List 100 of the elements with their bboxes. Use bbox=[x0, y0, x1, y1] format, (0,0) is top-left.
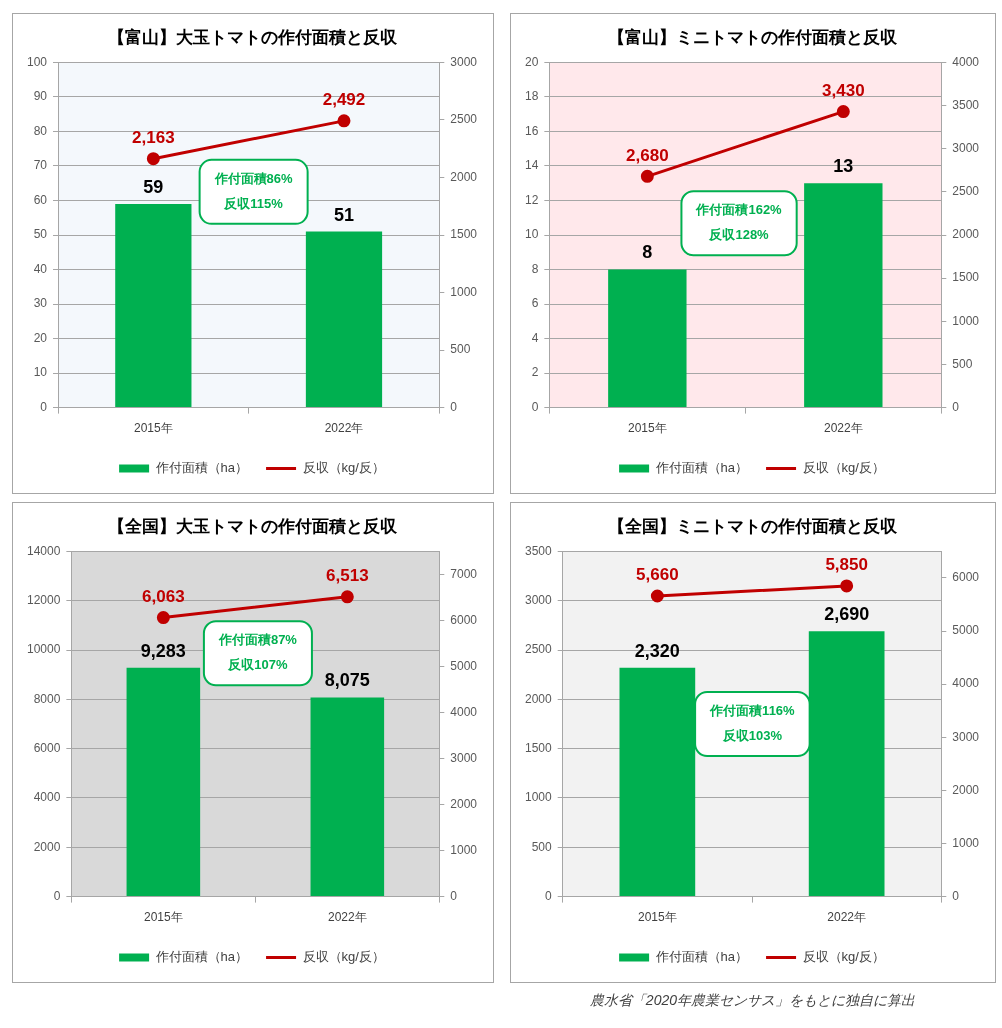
y-tick-label: 10000 bbox=[26, 642, 61, 657]
y-tick-label: 3000 bbox=[524, 593, 553, 608]
data-label: 5,850 bbox=[825, 555, 868, 575]
y-tick-label: 4 bbox=[531, 330, 539, 345]
legend-label: 作付面積（ha） bbox=[654, 949, 749, 965]
y-tick-label: 0 bbox=[40, 399, 48, 414]
y-tick-label: 10 bbox=[33, 365, 48, 380]
y-tick-label: 18 bbox=[524, 89, 539, 104]
y2-tick-label: 3000 bbox=[450, 54, 478, 69]
y-tick-label: 60 bbox=[33, 192, 48, 207]
y-tick-label: 2000 bbox=[33, 839, 61, 854]
data-label: 6,063 bbox=[142, 586, 185, 606]
annotation: 反収128% bbox=[708, 227, 770, 243]
y2-tick-label: 3000 bbox=[952, 729, 980, 744]
y-tick-label: 2500 bbox=[524, 642, 553, 657]
x-tick-label: 2022年 bbox=[327, 910, 367, 925]
y2-tick-label: 2500 bbox=[952, 184, 980, 199]
y2-tick-label: 0 bbox=[450, 888, 458, 903]
y-tick-label: 1000 bbox=[524, 790, 553, 805]
data-label: 8,075 bbox=[324, 670, 370, 691]
y2-tick-label: 500 bbox=[952, 356, 973, 371]
x-tick-label: 2015年 bbox=[638, 910, 677, 925]
data-label: 2,690 bbox=[824, 604, 870, 625]
y-tick-label: 10 bbox=[524, 227, 539, 242]
x-tick-label: 2022年 bbox=[324, 421, 364, 436]
y2-tick-label: 3000 bbox=[450, 750, 478, 765]
y-tick-label: 90 bbox=[33, 89, 48, 104]
data-label: 2,320 bbox=[634, 640, 680, 661]
y2-tick-label: 5000 bbox=[450, 658, 478, 673]
y2-tick-label: 1000 bbox=[450, 284, 478, 299]
y2-tick-label: 4000 bbox=[952, 54, 980, 69]
y-tick-label: 3500 bbox=[524, 543, 553, 558]
y-tick-label: 70 bbox=[33, 158, 48, 173]
y-tick-label: 1500 bbox=[524, 740, 553, 755]
legend-label: 作付面積（ha） bbox=[154, 949, 249, 965]
y2-tick-label: 6000 bbox=[450, 612, 478, 627]
text: 農水省「2020年農業センサス」をもとに独自に算出 bbox=[589, 992, 915, 1010]
y-tick-label: 100 bbox=[26, 54, 48, 69]
y2-tick-label: 2500 bbox=[450, 112, 478, 127]
data-label: 13 bbox=[833, 156, 854, 177]
chart-title: 【全国】ミニトマトの作付面積と反収 bbox=[607, 516, 898, 536]
y-tick-label: 4000 bbox=[33, 790, 61, 805]
data-label: 59 bbox=[143, 176, 164, 197]
x-tick-label: 2015年 bbox=[627, 421, 667, 436]
data-label: 2,492 bbox=[322, 90, 366, 110]
y-tick-label: 8000 bbox=[33, 691, 61, 706]
y2-tick-label: 2000 bbox=[952, 227, 980, 242]
y2-tick-label: 1500 bbox=[450, 227, 478, 242]
y2-tick-label: 2000 bbox=[450, 169, 478, 184]
y2-tick-label: 6000 bbox=[952, 570, 980, 585]
annotation: 作付面積87% bbox=[217, 632, 298, 648]
y-tick-label: 500 bbox=[531, 839, 553, 854]
legend-label: 反収（kg/反） bbox=[302, 460, 385, 476]
y-tick-label: 30 bbox=[33, 296, 48, 311]
y2-tick-label: 3500 bbox=[952, 97, 980, 112]
data-label: 8 bbox=[642, 242, 653, 263]
y-tick-label: 6000 bbox=[33, 740, 61, 755]
y-tick-label: 2 bbox=[531, 365, 539, 380]
y2-tick-label: 500 bbox=[450, 342, 471, 357]
y-tick-label: 14 bbox=[524, 158, 539, 173]
chart-title: 【全国】大玉トマトの作付面積と反収 bbox=[107, 516, 398, 536]
data-label: 6,513 bbox=[326, 566, 369, 586]
data-label: 51 bbox=[333, 204, 354, 225]
data-label: 3,430 bbox=[822, 80, 865, 100]
y-tick-label: 12000 bbox=[26, 593, 61, 608]
y-tick-label: 14000 bbox=[26, 543, 61, 558]
x-tick-label: 2022年 bbox=[827, 910, 866, 925]
y-tick-label: 16 bbox=[524, 123, 539, 138]
legend-label: 作付面積（ha） bbox=[654, 460, 749, 476]
x-tick-label: 2022年 bbox=[823, 421, 863, 436]
y2-tick-label: 1000 bbox=[952, 835, 980, 850]
x-tick-label: 2015年 bbox=[133, 421, 173, 436]
y-tick-label: 0 bbox=[531, 399, 539, 414]
y-tick-label: 40 bbox=[33, 261, 48, 276]
y2-tick-label: 2000 bbox=[450, 796, 478, 811]
y-tick-label: 20 bbox=[524, 54, 539, 69]
y2-tick-label: 0 bbox=[952, 888, 960, 903]
y-tick-label: 80 bbox=[33, 123, 48, 138]
y2-tick-label: 7000 bbox=[450, 566, 478, 581]
legend-label: 反収（kg/反） bbox=[302, 949, 385, 965]
chart-title: 【富山】大玉トマトの作付面積と反収 bbox=[107, 27, 398, 47]
y2-tick-label: 0 bbox=[450, 399, 458, 414]
x-tick-label: 2015年 bbox=[144, 910, 183, 925]
y2-tick-label: 3000 bbox=[952, 141, 980, 156]
y-tick-label: 12 bbox=[524, 192, 539, 207]
data-label: 9,283 bbox=[140, 640, 186, 661]
annotation: 作付面積86% bbox=[213, 170, 294, 186]
y-tick-label: 20 bbox=[33, 330, 48, 345]
y2-tick-label: 1500 bbox=[952, 270, 980, 285]
data-label: 5,660 bbox=[636, 565, 679, 585]
annotation: 反収107% bbox=[227, 657, 288, 673]
y-tick-label: 0 bbox=[53, 888, 61, 903]
y2-tick-label: 5000 bbox=[952, 623, 980, 638]
y-tick-label: 2000 bbox=[524, 691, 553, 706]
annotation: 作付面積162% bbox=[695, 202, 783, 218]
data-label: 2,163 bbox=[132, 127, 175, 147]
y2-tick-label: 0 bbox=[952, 399, 960, 414]
y2-tick-label: 1000 bbox=[952, 313, 980, 328]
y2-tick-label: 4000 bbox=[952, 676, 980, 691]
legend-label: 反収（kg/反） bbox=[802, 460, 885, 476]
